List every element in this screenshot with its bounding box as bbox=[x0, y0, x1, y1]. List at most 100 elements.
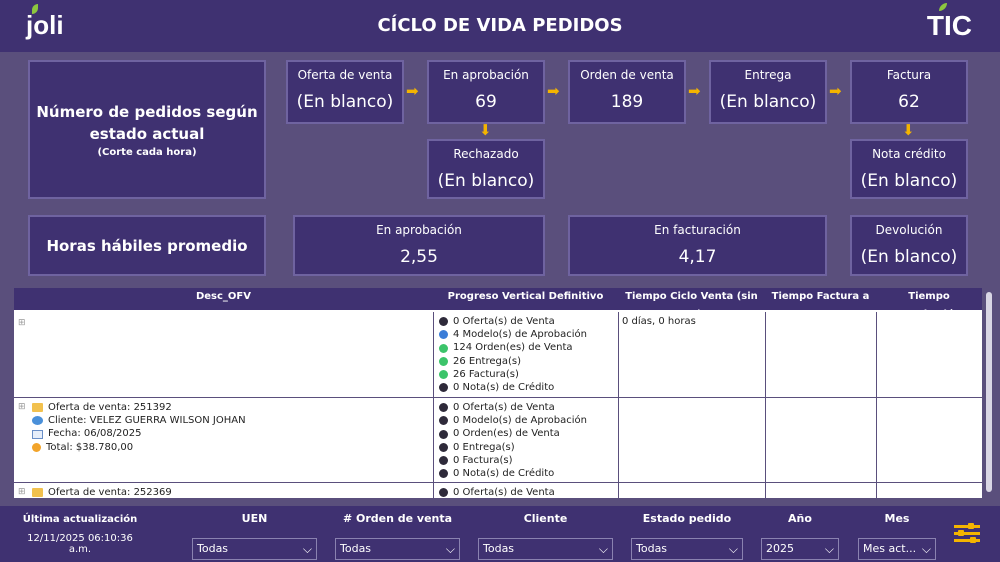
progress-text: 0 Modelo(s) de Aprobación bbox=[453, 415, 587, 427]
chevron-down-icon: ⌵ bbox=[598, 542, 608, 556]
client-name: Cliente: VELEZ GUERRA WILSON JOHAN bbox=[48, 415, 246, 427]
expand-icon[interactable]: ⊞ bbox=[18, 402, 26, 412]
state-value: 62 bbox=[898, 92, 920, 112]
expand-toggle[interactable]: ⊞ bbox=[18, 316, 32, 330]
column-header[interactable]: Progreso Vertical Definitivo bbox=[433, 288, 618, 310]
order-total: Total: $38.780,00 bbox=[46, 441, 134, 453]
progress-text: 0 Orden(es) de Venta bbox=[453, 428, 560, 440]
list-item: 0 Factura(s) bbox=[439, 454, 587, 467]
folder-icon bbox=[32, 488, 43, 498]
tic-logo: TIC bbox=[927, 3, 972, 42]
filter-cliente-select[interactable]: Todas ⌵ bbox=[478, 538, 613, 560]
expand-icon[interactable]: ⊞ bbox=[18, 318, 26, 328]
client-icon bbox=[32, 416, 43, 426]
arrow-right-icon: ➡ bbox=[406, 82, 419, 100]
list-item: 0 Oferta(s) de Venta bbox=[439, 486, 555, 498]
state-label: Factura bbox=[886, 68, 932, 82]
status-dot-icon bbox=[439, 403, 448, 413]
filter-orden-select[interactable]: Todas ⌵ bbox=[335, 538, 460, 560]
hours-value: 4,17 bbox=[678, 247, 717, 267]
column-header[interactable]: Tiempo Factura a NC bbox=[765, 288, 876, 320]
offer-info: ⊞ Oferta de venta: 252369 bbox=[18, 486, 172, 498]
orders-table: Desc_OFV Progreso Vertical Definitivo Ti… bbox=[14, 288, 982, 498]
list-item: ⊞ Oferta de venta: 252369 bbox=[18, 486, 172, 498]
hours-title: Horas hábiles promedio bbox=[46, 236, 248, 255]
list-item: 4 Modelo(s) de Aprobación bbox=[439, 328, 587, 341]
column-divider bbox=[765, 312, 766, 498]
status-dot-icon bbox=[439, 369, 448, 379]
state-label: Nota crédito bbox=[872, 147, 946, 161]
progress-list: 0 Oferta(s) de Venta 0 Modelo(s) de Apro… bbox=[439, 401, 587, 480]
filter-ano-select[interactable]: 2025 ⌵ bbox=[761, 538, 839, 560]
progress-text: 4 Modelo(s) de Aprobación bbox=[453, 329, 587, 341]
state-label: Rechazado bbox=[453, 147, 519, 161]
status-dot-icon bbox=[439, 455, 448, 465]
filter-value: Todas bbox=[636, 542, 668, 555]
state-value: 69 bbox=[475, 92, 497, 112]
progress-text: 26 Factura(s) bbox=[453, 368, 519, 380]
hours-label: Devolución bbox=[875, 223, 943, 237]
column-divider bbox=[876, 312, 877, 498]
filter-value: Todas bbox=[483, 542, 515, 555]
filter-label: UEN bbox=[241, 512, 268, 525]
hours-value: 2,55 bbox=[400, 247, 438, 267]
filter-label: Año bbox=[788, 512, 812, 525]
filter-cliente: Cliente Todas ⌵ bbox=[478, 512, 613, 560]
scrollbar-thumb[interactable] bbox=[986, 292, 992, 492]
hours-card-facturacion: En facturación 4,17 bbox=[568, 215, 827, 276]
last-update-label: Última actualización bbox=[22, 514, 138, 525]
list-item: 0 Nota(s) de Crédito bbox=[439, 467, 587, 480]
filter-estado-select[interactable]: Todas ⌵ bbox=[631, 538, 743, 560]
column-header[interactable]: Tiempo Aprobación bbox=[876, 288, 982, 320]
offer-number: Oferta de venta: 252369 bbox=[48, 487, 172, 498]
status-dot-icon bbox=[439, 442, 448, 452]
hours-label: En aprobación bbox=[376, 223, 462, 237]
progress-text: 26 Entrega(s) bbox=[453, 355, 522, 367]
progress-text: 0 Oferta(s) de Venta bbox=[453, 487, 555, 498]
hours-card-aprobacion: En aprobación 2,55 bbox=[293, 215, 545, 276]
column-divider bbox=[618, 312, 619, 498]
offer-number: Oferta de venta: 251392 bbox=[48, 402, 172, 413]
progress-text: 0 Factura(s) bbox=[453, 454, 513, 466]
chevron-down-icon: ⌵ bbox=[921, 542, 931, 556]
summary-title-line2: estado actual bbox=[89, 125, 205, 143]
status-dot-icon bbox=[439, 343, 448, 353]
column-header[interactable]: Tiempo Ciclo Venta (sin NC) bbox=[618, 288, 765, 320]
list-item: 26 Factura(s) bbox=[439, 368, 587, 381]
progress-text: 0 Nota(s) de Crédito bbox=[453, 382, 555, 394]
last-update-value: 12/11/2025 06:10:36 a.m. bbox=[27, 533, 133, 555]
filter-mes: Mes Mes act... ⌵ bbox=[858, 512, 936, 560]
ciclo-value: 0 días, 0 horas bbox=[622, 316, 696, 327]
arrow-down-icon: ⬇ bbox=[902, 121, 915, 139]
progress-list: 0 Oferta(s) de Venta 4 Modelo(s) de Apro… bbox=[439, 315, 587, 394]
filter-label: Cliente bbox=[523, 512, 568, 525]
state-label: En aprobación bbox=[443, 68, 529, 82]
arrow-right-icon: ➡ bbox=[688, 82, 701, 100]
list-item: 0 Nota(s) de Crédito bbox=[439, 381, 587, 394]
arrow-right-icon: ➡ bbox=[547, 82, 560, 100]
summary-panel: Número de pedidos según estado actual (C… bbox=[28, 60, 266, 199]
filter-uen-select[interactable]: Todas ⌵ bbox=[192, 538, 317, 560]
state-value: (En blanco) bbox=[719, 92, 817, 112]
filter-label: # Orden de venta bbox=[342, 512, 453, 525]
expand-icon[interactable]: ⊞ bbox=[18, 487, 26, 497]
filter-mes-select[interactable]: Mes act... ⌵ bbox=[858, 538, 936, 560]
table-scrollbar[interactable] bbox=[984, 288, 994, 498]
column-header[interactable]: Desc_OFV bbox=[14, 288, 433, 310]
list-item: Cliente: VELEZ GUERRA WILSON JOHAN bbox=[18, 414, 246, 427]
status-dot-icon bbox=[439, 469, 448, 479]
state-card-rechazado: Rechazado (En blanco) bbox=[427, 139, 545, 199]
state-card-entrega: Entrega (En blanco) bbox=[709, 60, 827, 124]
progress-text: 0 Nota(s) de Crédito bbox=[453, 468, 555, 480]
status-dot-icon bbox=[439, 383, 448, 393]
hours-label: En facturación bbox=[654, 223, 741, 237]
filter-value: Todas bbox=[340, 542, 372, 555]
status-dot-icon bbox=[439, 330, 448, 340]
state-label: Orden de venta bbox=[580, 68, 674, 82]
row-divider bbox=[14, 482, 982, 483]
list-item: 0 Oferta(s) de Venta bbox=[439, 315, 587, 328]
filter-label: Estado pedido bbox=[642, 512, 732, 525]
state-value: (En blanco) bbox=[296, 92, 394, 112]
folder-icon bbox=[32, 403, 43, 413]
filter-settings-icon[interactable] bbox=[954, 522, 982, 546]
